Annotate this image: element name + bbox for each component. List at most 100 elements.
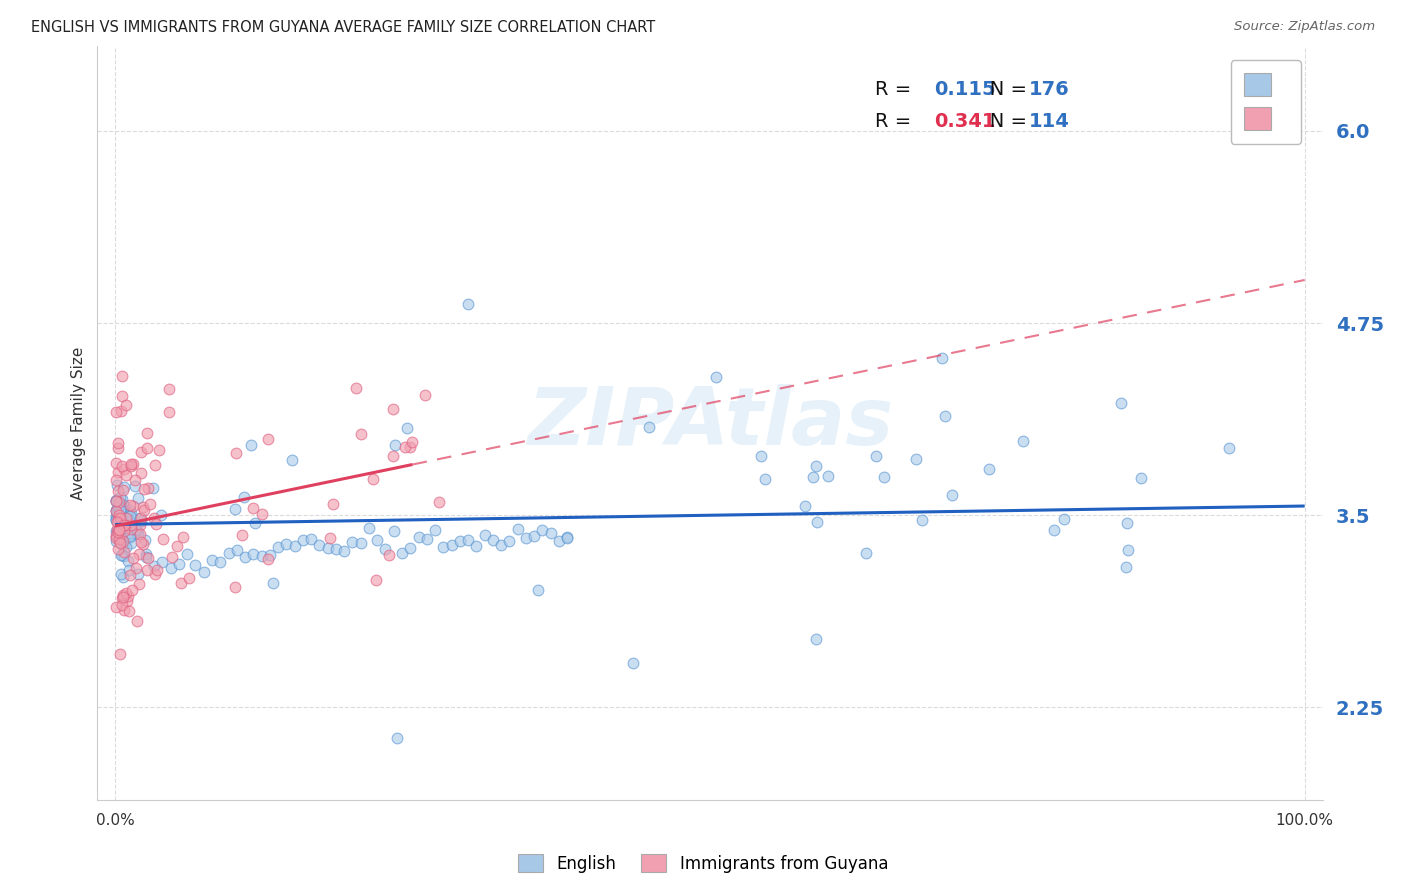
- Point: [110, 404, 132, 418]
- Point: [817, 469, 839, 483]
- Point: [801, 470, 824, 484]
- Point: [865, 449, 887, 463]
- Point: [108, 522, 131, 536]
- Point: [931, 351, 953, 365]
- Point: [111, 491, 134, 506]
- Point: [179, 571, 201, 585]
- Point: [474, 528, 496, 542]
- Point: [108, 490, 131, 504]
- Point: [105, 508, 128, 523]
- Point: [291, 533, 314, 548]
- Point: [129, 517, 152, 532]
- Point: [107, 541, 129, 556]
- Point: [120, 535, 142, 549]
- Point: [115, 515, 138, 529]
- Point: [934, 409, 956, 424]
- Point: [105, 456, 128, 470]
- Point: [110, 548, 132, 562]
- Point: [124, 479, 146, 493]
- Point: [1218, 442, 1240, 456]
- Point: [105, 504, 128, 518]
- Point: [873, 469, 896, 483]
- Point: [110, 503, 132, 517]
- Point: [114, 398, 136, 412]
- Point: [136, 425, 159, 440]
- Point: [150, 508, 173, 522]
- Point: [233, 550, 256, 565]
- Point: [427, 494, 450, 508]
- Point: [108, 535, 131, 549]
- Point: [105, 493, 128, 508]
- Point: [108, 494, 131, 508]
- Point: [112, 533, 135, 548]
- Point: [118, 604, 141, 618]
- Point: [749, 449, 772, 463]
- Point: [129, 467, 152, 481]
- Point: [112, 502, 135, 516]
- Point: [108, 532, 131, 546]
- Point: [105, 493, 128, 508]
- Point: [121, 551, 143, 566]
- Point: [120, 457, 142, 471]
- Point: [105, 530, 128, 544]
- Point: [112, 545, 135, 559]
- Point: [127, 614, 149, 628]
- Point: [107, 465, 129, 479]
- Point: [118, 563, 141, 577]
- Point: [232, 490, 254, 504]
- Point: [138, 481, 160, 495]
- Point: [225, 446, 247, 460]
- Point: [127, 567, 149, 582]
- Point: [143, 458, 166, 472]
- Point: [111, 548, 134, 562]
- Point: [172, 530, 194, 544]
- Point: [482, 533, 505, 547]
- Point: [316, 541, 339, 555]
- Point: [124, 522, 146, 536]
- Point: [855, 546, 877, 560]
- Point: [112, 515, 135, 529]
- Point: [114, 511, 136, 525]
- Point: [218, 546, 240, 560]
- Point: [107, 508, 129, 522]
- Point: [506, 522, 529, 536]
- Point: [105, 504, 128, 518]
- Point: [118, 526, 141, 541]
- Point: [242, 547, 264, 561]
- Point: [105, 599, 128, 614]
- Point: [120, 498, 142, 512]
- Point: [1043, 523, 1066, 537]
- Text: ENGLISH VS IMMIGRANTS FROM GUYANA AVERAGE FAMILY SIZE CORRELATION CHART: ENGLISH VS IMMIGRANTS FROM GUYANA AVERAG…: [31, 20, 655, 35]
- Point: [112, 570, 135, 584]
- Point: [108, 500, 131, 515]
- Point: [350, 536, 373, 550]
- Point: [1129, 471, 1152, 485]
- Point: [394, 440, 416, 454]
- Point: [276, 537, 298, 551]
- Point: [120, 528, 142, 542]
- Point: [114, 537, 136, 551]
- Point: [804, 459, 827, 474]
- Y-axis label: Average Family Size: Average Family Size: [72, 346, 86, 500]
- Text: 0.115: 0.115: [934, 80, 995, 99]
- Point: [114, 524, 136, 538]
- Point: [231, 528, 253, 542]
- Point: [457, 533, 479, 547]
- Point: [107, 524, 129, 539]
- Point: [794, 499, 817, 513]
- Point: [1053, 512, 1076, 526]
- Point: [115, 468, 138, 483]
- Point: [118, 513, 141, 527]
- Point: [120, 508, 142, 523]
- Point: [120, 506, 142, 520]
- Point: [112, 498, 135, 512]
- Point: [105, 522, 128, 536]
- Point: [111, 532, 134, 546]
- Point: [105, 524, 128, 539]
- Point: [108, 501, 131, 516]
- Point: [105, 474, 128, 488]
- Point: [1011, 434, 1033, 449]
- Point: [240, 438, 263, 452]
- Point: [115, 585, 138, 599]
- Point: [105, 404, 128, 418]
